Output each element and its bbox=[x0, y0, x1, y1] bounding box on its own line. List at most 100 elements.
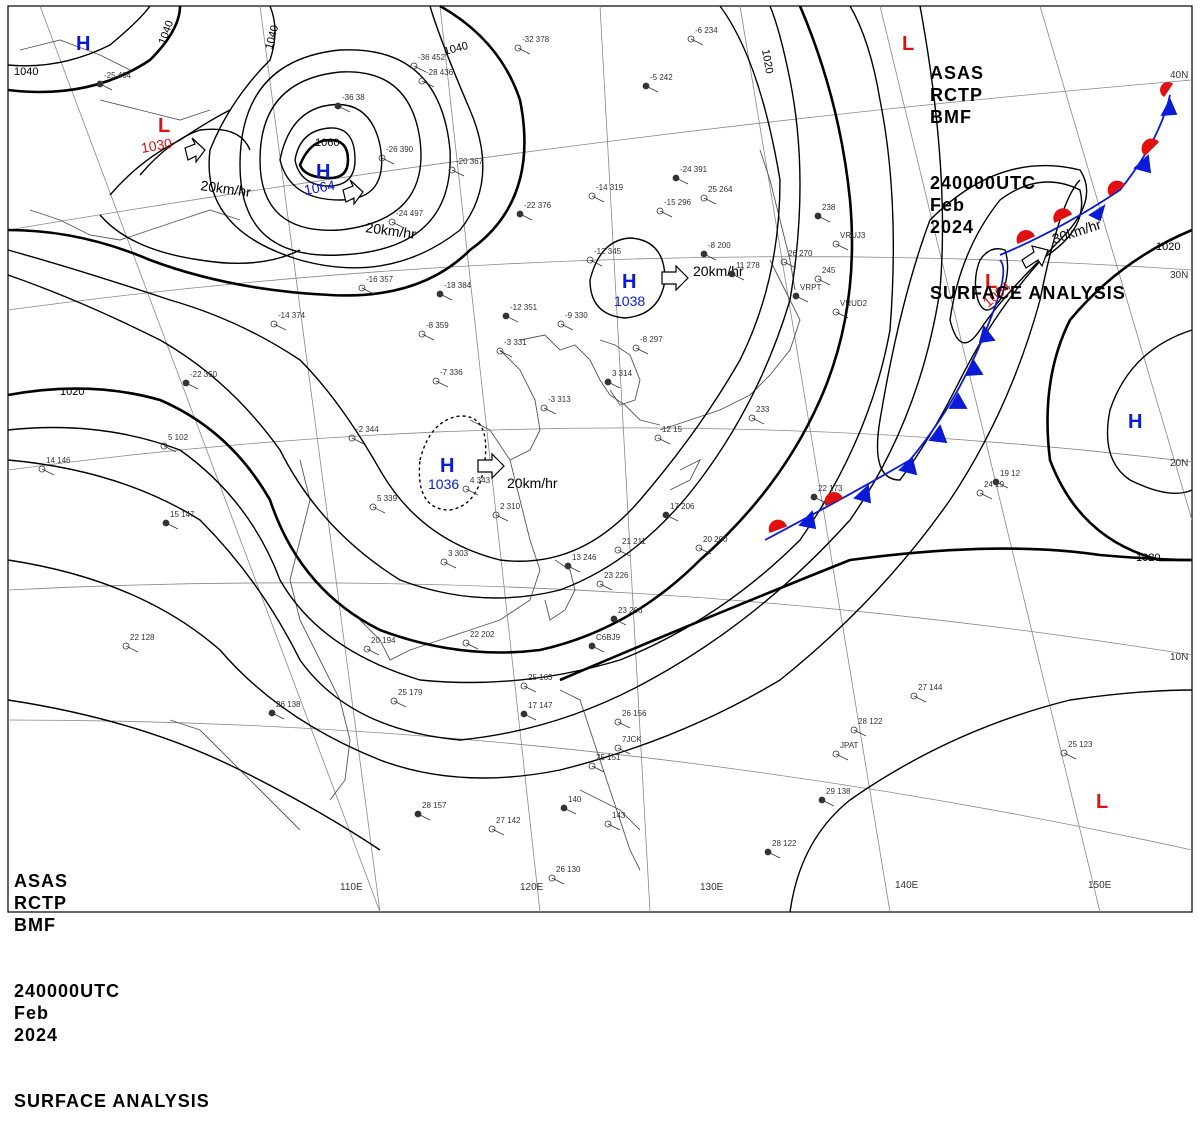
product-title: SURFACE ANALYSIS bbox=[930, 283, 1126, 303]
surface-analysis-map: 110E 120E 130E 140E 150E 40N 30N 20N 10N bbox=[7, 4, 1193, 913]
high-pressure-value: 1036 bbox=[428, 476, 459, 492]
station-observation: C6BJ9 bbox=[596, 633, 621, 642]
station-cloud-cover-icon bbox=[358, 284, 366, 292]
wind-barb-icon bbox=[821, 799, 835, 807]
station-observation: -8 200 bbox=[708, 241, 731, 250]
station-observation: -36 452 bbox=[418, 53, 446, 62]
station-observation: 20 194 bbox=[371, 636, 396, 645]
wind-barb-icon bbox=[835, 311, 849, 319]
station-cloud-cover-icon bbox=[363, 645, 371, 653]
wind-barb-icon bbox=[519, 213, 533, 221]
station-observation: 28 157 bbox=[422, 801, 447, 810]
station-cloud-cover-icon bbox=[656, 207, 664, 215]
wind-barb-icon bbox=[835, 243, 849, 251]
wind-barb-icon bbox=[813, 496, 827, 504]
isobar-label: 1020 bbox=[1136, 552, 1160, 564]
wind-barb-icon bbox=[366, 648, 380, 656]
header-line-1: ASAS RCTP BMF bbox=[14, 870, 210, 936]
lon-label: 140E bbox=[895, 880, 919, 891]
station-observation: -26 390 bbox=[386, 145, 414, 154]
station-cloud-cover-icon bbox=[654, 434, 662, 442]
station-observation: -14 374 bbox=[278, 311, 306, 320]
station-cloud-cover-icon bbox=[588, 762, 596, 770]
station-observation: JPAT bbox=[840, 741, 858, 750]
motion-arrow-icon bbox=[342, 179, 364, 206]
station-plots: -25 404 -32 378 -28 436 -36 38 -26 390 -20 36… bbox=[38, 26, 1093, 885]
station-observation: 26 130 bbox=[556, 865, 581, 874]
station-observation: 25 151 bbox=[596, 753, 621, 762]
wind-barb-icon bbox=[125, 645, 139, 653]
station-cloud-cover-icon bbox=[520, 682, 528, 690]
station-cloud-cover-icon bbox=[604, 820, 612, 828]
wind-barb-icon bbox=[551, 877, 565, 885]
wind-barb-icon bbox=[361, 287, 375, 295]
station-cloud-cover-icon bbox=[270, 320, 278, 328]
station-observation: 27 144 bbox=[918, 683, 943, 692]
station-cloud-cover-icon bbox=[462, 639, 470, 647]
station-observation: 25 264 bbox=[708, 185, 733, 194]
wind-barb-icon bbox=[617, 721, 631, 729]
station-observation: 13 246 bbox=[572, 553, 597, 562]
station-observation: 25 123 bbox=[1068, 740, 1093, 749]
station-observation: -8 297 bbox=[640, 335, 663, 344]
header-line-1: ASAS RCTP BMF bbox=[930, 62, 1126, 128]
station-observation: 2 310 bbox=[500, 502, 521, 511]
station-observation: 26 138 bbox=[276, 700, 301, 709]
station-observation: -3 313 bbox=[548, 395, 571, 404]
wind-barb-icon bbox=[273, 323, 287, 331]
station-observation: 143 bbox=[612, 811, 626, 820]
station-cloud-cover-icon bbox=[548, 874, 556, 882]
lon-label: 130E bbox=[700, 882, 724, 893]
station-observation: -6 234 bbox=[695, 26, 718, 35]
wind-barb-icon bbox=[589, 259, 603, 267]
station-cloud-cover-icon bbox=[687, 35, 695, 43]
wind-barb-icon bbox=[795, 295, 809, 303]
wind-barb-icon bbox=[421, 80, 435, 88]
station-cloud-cover-icon bbox=[976, 489, 984, 497]
office-code: BMF bbox=[14, 915, 56, 935]
wind-barb-icon bbox=[731, 273, 745, 281]
motion-arrow-icon bbox=[184, 137, 206, 164]
wind-barb-icon bbox=[853, 729, 867, 737]
wind-barb-icon bbox=[439, 293, 453, 301]
wind-barb-icon bbox=[543, 407, 557, 415]
station-cloud-cover-icon bbox=[910, 692, 918, 700]
wind-barb-icon bbox=[635, 347, 649, 355]
station-observation: -14 319 bbox=[596, 183, 624, 192]
station-observation: 140 bbox=[568, 795, 582, 804]
station-cloud-cover-icon bbox=[700, 194, 708, 202]
wind-barb-icon bbox=[99, 83, 113, 91]
station-cloud-cover-icon bbox=[540, 404, 548, 412]
station-cloud-cover-icon bbox=[369, 503, 377, 511]
lat-label: 30N bbox=[1170, 270, 1188, 281]
header-line-2: 240000UTC Feb 2024 bbox=[14, 980, 210, 1046]
station-observation: -36 38 bbox=[342, 93, 365, 102]
wind-barb-icon bbox=[560, 323, 574, 331]
station-observation: -32 378 bbox=[522, 35, 550, 44]
wind-barb-icon bbox=[465, 642, 479, 650]
wind-barb-icon bbox=[659, 210, 673, 218]
wind-barb-icon bbox=[41, 468, 55, 476]
warm-front bbox=[768, 82, 1174, 533]
station-cloud-cover-icon bbox=[390, 697, 398, 705]
wind-barb-icon bbox=[645, 85, 659, 93]
station-cloud-cover-icon bbox=[850, 726, 858, 734]
isobar-label: 1020 bbox=[759, 48, 775, 74]
analysis-month: Feb bbox=[930, 195, 966, 215]
high-center-symbol: H bbox=[316, 161, 330, 183]
wind-barb-icon bbox=[995, 481, 1009, 489]
header-line-2: 240000UTC Feb 2024 bbox=[930, 172, 1126, 238]
analysis-time: 240000UTC bbox=[930, 173, 1037, 193]
analysis-year: 2024 bbox=[930, 217, 975, 237]
lat-label: 40N bbox=[1170, 70, 1188, 81]
wind-barb-icon bbox=[563, 807, 577, 815]
motion-speed-label: 20km/hr bbox=[365, 219, 418, 242]
wind-barb-icon bbox=[657, 437, 671, 445]
wind-barb-icon bbox=[751, 417, 765, 425]
station-cloud-cover-icon bbox=[160, 442, 168, 450]
station-observation: -16 357 bbox=[366, 275, 394, 284]
station-observation: -24 497 bbox=[396, 209, 424, 218]
station-cloud-cover-icon bbox=[588, 192, 596, 200]
low-center-symbol: L bbox=[1096, 791, 1108, 813]
station-observation: VRUD2 bbox=[840, 299, 868, 308]
